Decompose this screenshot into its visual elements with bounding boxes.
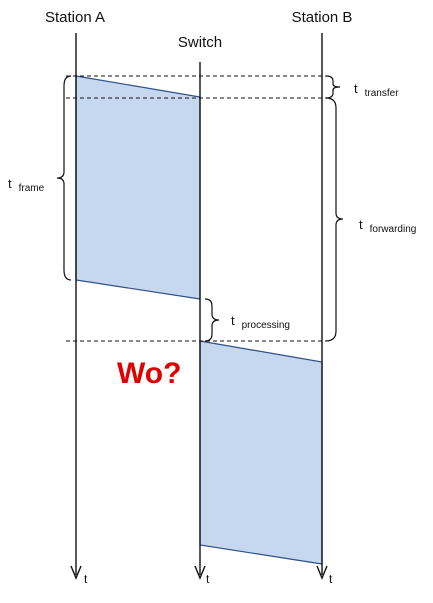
station-b-label: Station B — [292, 9, 353, 26]
label-t-frame: t frame — [8, 175, 45, 194]
label-t-forwarding: t forwarding — [359, 216, 416, 235]
station-a-label: Station A — [45, 9, 105, 26]
station-b-arrowhead — [316, 565, 328, 580]
time-label-station-a: t — [84, 572, 88, 586]
time-label-switch: t — [206, 572, 210, 586]
station-a-arrowhead — [70, 565, 82, 580]
frame-on-link-b — [199, 340, 323, 565]
switch-arrowhead — [194, 565, 206, 580]
label-t-processing: t processing — [231, 312, 290, 331]
time-label-station-b: t — [329, 572, 333, 586]
frame-on-link-a — [75, 75, 201, 300]
brace-transfer — [325, 75, 341, 99]
brace-processing — [204, 298, 220, 342]
switch-label: Switch — [178, 34, 222, 51]
brace-forwarding — [325, 97, 344, 342]
label-t-transfer: t transfer — [354, 80, 399, 99]
brace-frame — [56, 75, 72, 281]
question-text: Wo? — [117, 357, 181, 390]
